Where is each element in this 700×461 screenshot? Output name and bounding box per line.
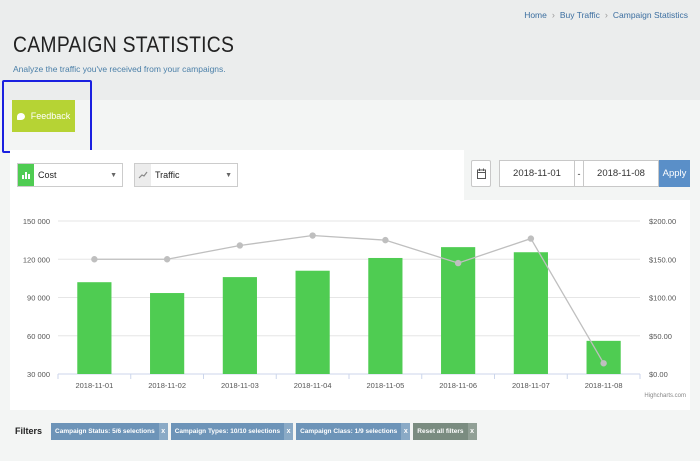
chart-credits[interactable]: Highcharts.com xyxy=(644,393,686,399)
apply-button[interactable]: Apply xyxy=(659,160,690,187)
filter-chip-label: Campaign Status: 5/6 selections xyxy=(51,422,159,440)
filter-chip-campaign-status: Campaign Status: 5/6 selections x xyxy=(51,422,168,440)
filters-label: Filters xyxy=(15,426,43,436)
filter-chip-label: Campaign Types: 10/10 selections xyxy=(170,422,285,440)
breadcrumb-buy-traffic[interactable]: Buy Traffic xyxy=(559,10,600,20)
filter-chip-label: Campaign Class: 1/9 selections xyxy=(296,422,402,440)
page-title: CAMPAIGN STATISTICS xyxy=(13,32,235,57)
remove-filter-icon[interactable]: x xyxy=(284,422,294,440)
feedback-label: Feedback xyxy=(30,111,71,121)
breadcrumb-current[interactable]: Campaign Statistics xyxy=(612,10,688,20)
chat-bubble-icon xyxy=(16,112,25,120)
caret-down-icon: ▼ xyxy=(225,171,232,179)
caret-down-icon: ▼ xyxy=(110,171,117,179)
bar-chart-icon xyxy=(18,164,34,186)
reset-filters-label: Reset all filters xyxy=(413,422,468,440)
cost-metric-select[interactable]: Cost ▼ xyxy=(17,163,123,187)
traffic-metric-value: Traffic xyxy=(155,170,180,180)
remove-filter-icon[interactable]: x xyxy=(401,422,411,440)
date-to-input[interactable]: 2018-11-08 xyxy=(583,160,659,187)
feedback-button[interactable]: Feedback xyxy=(12,100,75,132)
calendar-button[interactable] xyxy=(471,160,491,187)
cost-metric-value: Cost xyxy=(38,170,57,180)
breadcrumb: Home › Buy Traffic › Campaign Statistics xyxy=(524,10,688,20)
calendar-icon xyxy=(476,168,486,179)
reset-filters-chip[interactable]: Reset all filters x xyxy=(413,422,477,440)
date-range-group: 2018-11-01 - 2018-11-08 Apply xyxy=(499,160,690,187)
chevron-right-icon: › xyxy=(551,10,555,20)
traffic-metric-select[interactable]: Traffic ▼ xyxy=(134,163,238,187)
filters-row: Filters Campaign Status: 5/6 selections … xyxy=(15,422,477,440)
page-subtitle: Analyze the traffic you've received from… xyxy=(13,64,226,74)
date-from-input[interactable]: 2018-11-01 xyxy=(499,160,575,187)
breadcrumb-home[interactable]: Home xyxy=(524,10,547,20)
date-separator: - xyxy=(575,160,583,187)
filter-chip-campaign-types: Campaign Types: 10/10 selections x xyxy=(170,422,294,440)
chart-panel xyxy=(10,200,690,410)
chevron-right-icon: › xyxy=(604,10,608,20)
filter-chip-campaign-class: Campaign Class: 1/9 selections x xyxy=(296,422,411,440)
page-header xyxy=(0,0,700,100)
remove-filter-icon[interactable]: x xyxy=(467,422,477,440)
remove-filter-icon[interactable]: x xyxy=(158,422,168,440)
line-chart-icon xyxy=(135,164,151,186)
